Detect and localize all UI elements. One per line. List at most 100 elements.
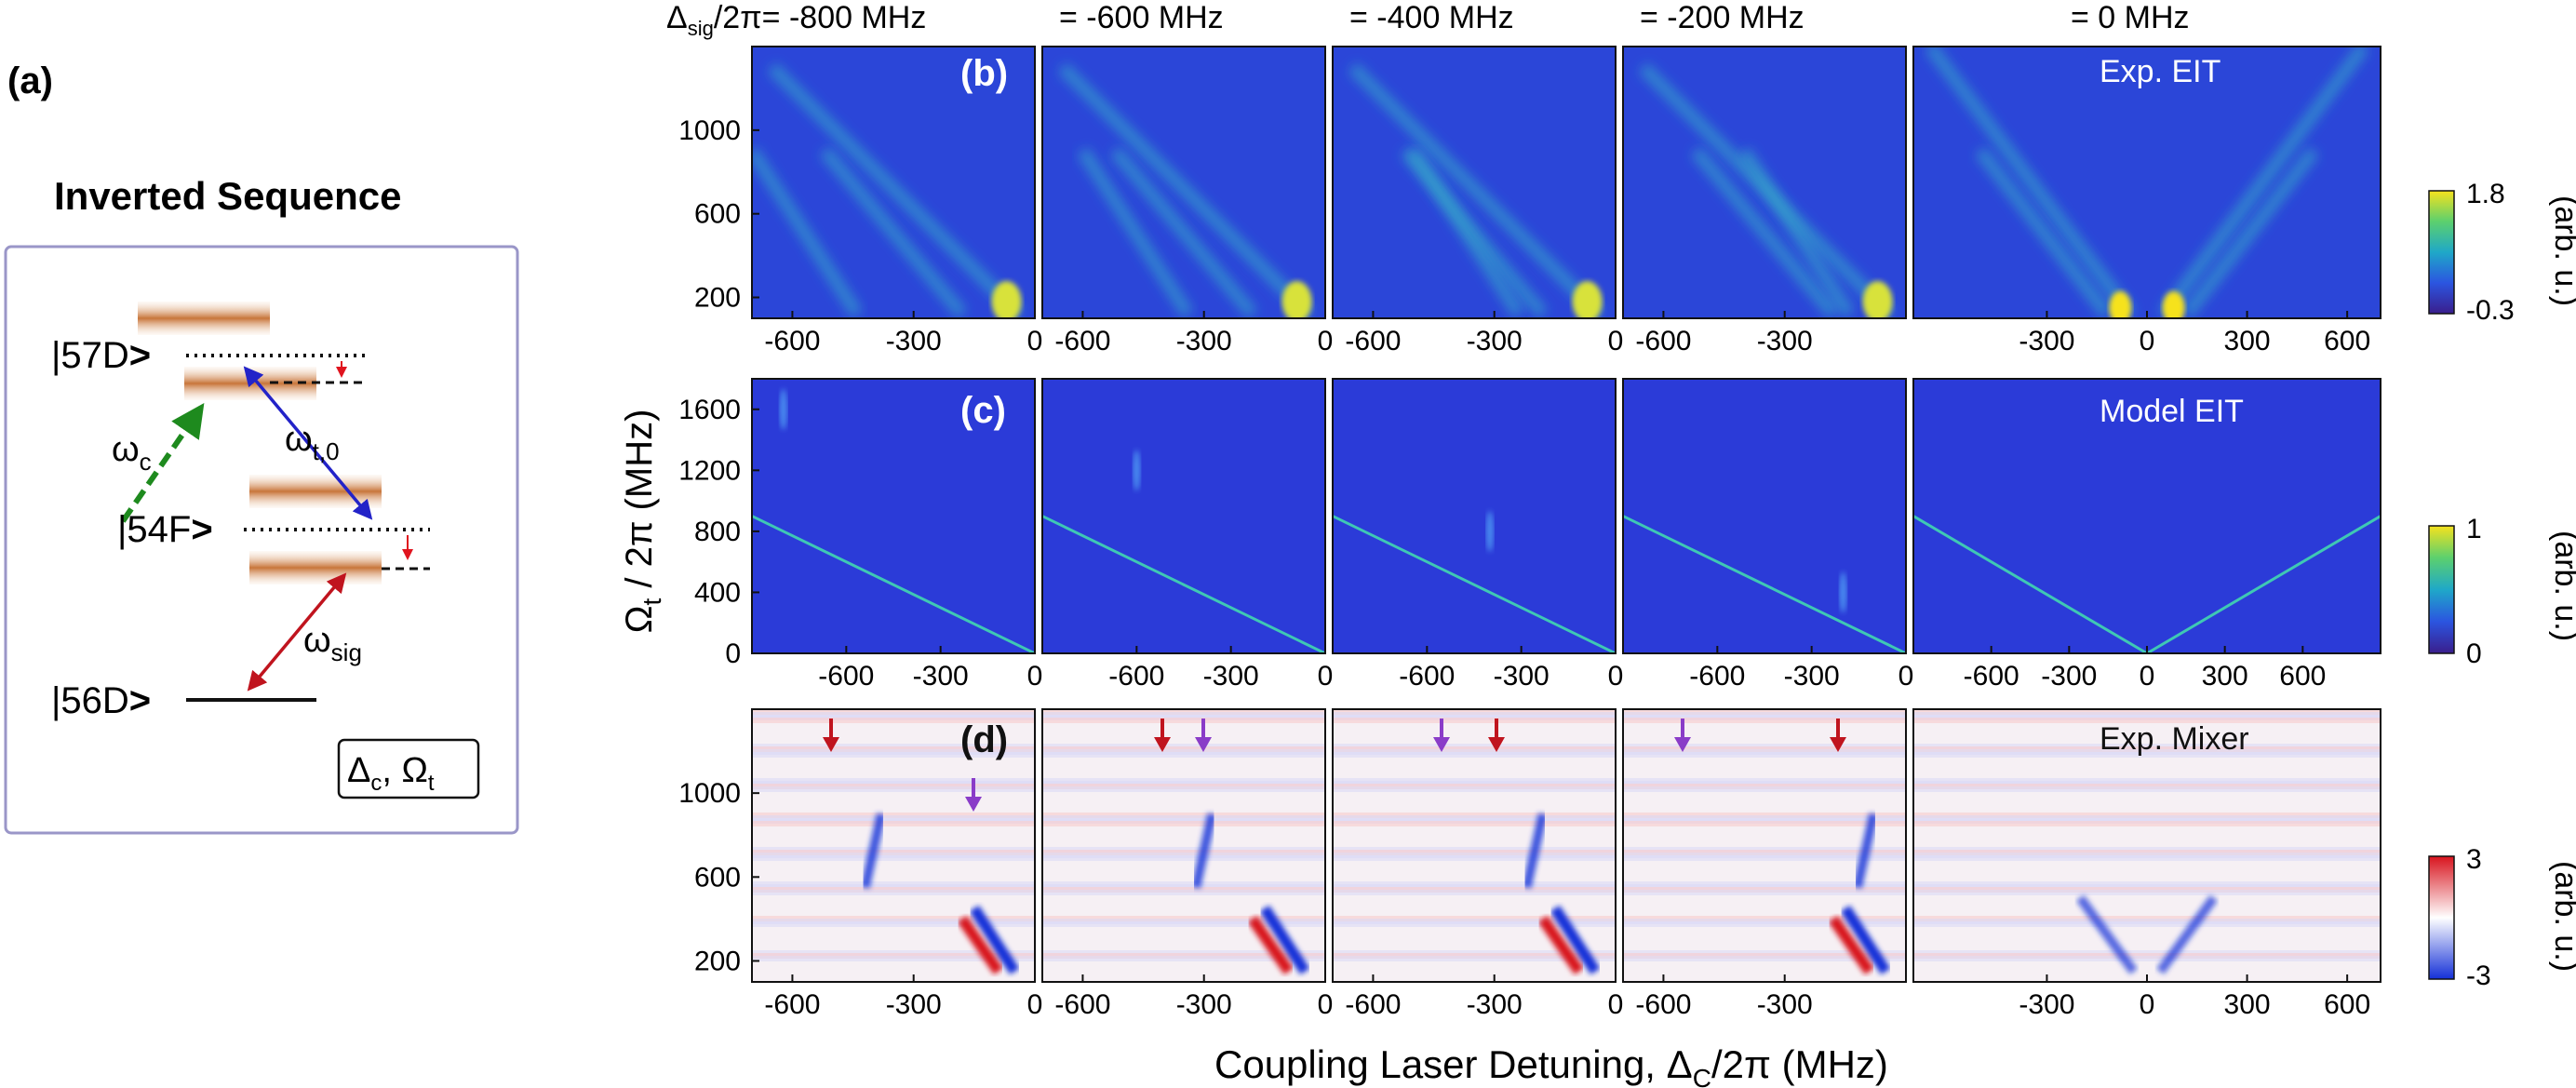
mixer-feature <box>1853 813 1879 889</box>
x-tick-label: -600 <box>1964 661 2019 692</box>
heatmap-content <box>1623 709 1906 982</box>
eit-feature-line <box>1690 146 1839 318</box>
heatmap-panel-r1-c1: -600 -300 0 200 600 1000 <box>678 46 1042 356</box>
y-tick-label: 1200 <box>678 455 741 486</box>
title-exp-eit: Exp. EIT <box>2100 54 2220 89</box>
noise-stripe <box>1623 718 1906 723</box>
mixer-feature <box>1522 813 1548 889</box>
noise-stripe <box>1623 821 1906 826</box>
x-tick-label: -600 <box>1054 326 1110 356</box>
x-ticks: -600 -300 <box>1635 311 1813 356</box>
eit-feature-line <box>1109 146 1258 318</box>
heatmap-panel-r2-c2: -600 -300 0 <box>1041 378 1333 692</box>
noise-stripe <box>1042 956 1325 961</box>
y-ticks: 200 600 1000 <box>678 115 759 314</box>
noise-stripe <box>1042 718 1325 723</box>
mixer-feature <box>1840 905 1891 974</box>
heatmap-panel-r3-c3: -600 -300 0 <box>1332 708 1623 1020</box>
x-tick-label: 0 <box>1898 661 1914 692</box>
heatmap-panel-r1-c4: -600 -300 <box>1622 46 1907 356</box>
resonance-arrow-head <box>1433 737 1450 752</box>
panel-frame <box>1332 378 1617 654</box>
band-54F-lower <box>249 551 382 584</box>
noise-stripe <box>1623 921 1906 927</box>
x-tick-label: -300 <box>886 326 942 356</box>
resonance-arrow <box>1195 719 1212 752</box>
row-label-c: (c) <box>960 390 1006 431</box>
noise-stripe <box>1333 752 1616 758</box>
heatmap-content <box>1913 379 2381 653</box>
energy-level-frame <box>4 245 519 835</box>
x-tick-label: -300 <box>1757 326 1813 356</box>
title-exp-mixer: Exp. Mixer <box>2100 721 2249 757</box>
noise-stripe <box>1623 956 1906 961</box>
x-tick-label: -300 <box>1176 326 1232 356</box>
x-tick-label: 600 <box>2324 326 2370 356</box>
x-tick-label: 600 <box>2279 661 2326 692</box>
eit-feature-line <box>1348 62 1604 318</box>
noise-stripe <box>1333 890 1616 895</box>
x-tick-label: 0 <box>2140 989 2155 1020</box>
mixer-feature <box>969 905 1020 974</box>
noise-stripe <box>1333 786 1616 792</box>
colorbar-b-unit: (arb. u.) <box>2548 195 2576 306</box>
x-tick-label: -600 <box>1345 989 1401 1020</box>
eit-hotspot <box>991 281 1022 318</box>
noise-stripe <box>1042 921 1325 927</box>
y-tick-label: 600 <box>694 862 741 893</box>
control-params-box <box>337 738 480 799</box>
noise-stripe <box>1333 956 1616 961</box>
rf-t-arrow <box>243 366 373 520</box>
y-tick-label: 1000 <box>678 115 741 146</box>
x-tick-label: -300 <box>1757 989 1813 1020</box>
resonance-arrow <box>1154 719 1171 752</box>
x-tick-label: 0 <box>1027 989 1043 1020</box>
x-tick-label: -600 <box>1635 989 1691 1020</box>
omega-t-label: ωt,0 <box>285 420 340 465</box>
noise-stripe <box>1913 718 2381 723</box>
x-tick-label: 300 <box>2224 989 2271 1020</box>
panel-frame <box>1622 378 1907 654</box>
x-tick-label: 0 <box>1318 326 1334 356</box>
x-tick-label: -300 <box>913 661 969 692</box>
x-tick-label: 0 <box>2140 326 2155 356</box>
mixer-feature <box>2156 894 2218 974</box>
resonance-arrow <box>823 719 839 752</box>
noise-stripe <box>752 921 1035 927</box>
x-tick-label: -300 <box>1176 989 1232 1020</box>
panel-a: (a) Inverted Sequence |57D> |54F> |56D> … <box>4 60 519 835</box>
x-ticks: -600 -300 0 <box>1345 974 1623 1020</box>
x-ticks: -300 0 300 600 <box>2019 311 2370 356</box>
x-ticks: -600 -300 0 <box>1345 311 1623 356</box>
resonance-arrow-head <box>823 737 839 752</box>
x-ticks: -600 -300 0 <box>1689 646 1913 692</box>
x-ticks: -600 -300 0 300 600 <box>1964 646 2326 692</box>
x-ticks: -600 -300 0 <box>818 646 1042 692</box>
level-57D-label: |57D> <box>51 335 151 376</box>
noise-stripe <box>1042 821 1325 826</box>
heatmap-panel-r2-c3: -600 -300 0 <box>1332 378 1623 692</box>
eit-feature-line <box>1975 147 2113 318</box>
x-tick-label: -300 <box>886 989 942 1020</box>
heatmap-panel-r1-c2: -600 -300 0 <box>1041 46 1334 356</box>
heatmap-panel-r2-c4: -600 -300 0 <box>1622 378 1913 692</box>
x-tick-label: 0 <box>2140 661 2155 692</box>
noise-stripe <box>1913 752 2381 758</box>
x-tick-label: -600 <box>1108 661 1164 692</box>
noise-stripe <box>1333 855 1616 861</box>
colorbar-c-unit: (arb. u.) <box>2548 531 2576 641</box>
heatmap-background <box>1913 47 2381 318</box>
column-header-4: = -200 MHz <box>1640 0 1805 35</box>
heatmap-panel-r1-c5: -300 0 300 600 <box>1912 46 2381 356</box>
y-tick-label: 800 <box>694 517 741 547</box>
panel-frame <box>1332 708 1617 983</box>
model-avoided-crossing <box>1839 571 1847 613</box>
mixer-feature <box>1191 813 1217 889</box>
heatmap-content <box>752 379 1035 653</box>
colorbar-d-min: -3 <box>2466 960 2491 991</box>
heatmap-content <box>1623 47 1906 318</box>
heatmap-content <box>752 709 1035 982</box>
omega-sig-label: ωsig <box>303 621 362 666</box>
panel-frame <box>1041 378 1326 654</box>
heatmap-content <box>1913 709 2381 982</box>
